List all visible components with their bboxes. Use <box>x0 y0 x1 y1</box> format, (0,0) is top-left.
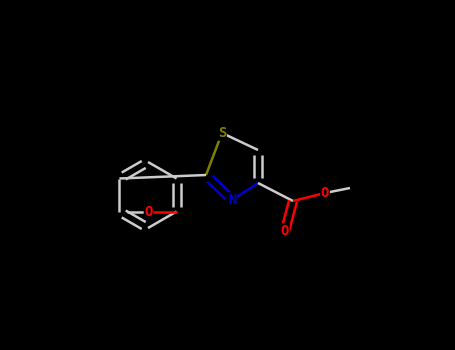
Text: O: O <box>281 224 289 238</box>
Text: O: O <box>321 186 329 200</box>
Text: S: S <box>218 126 226 140</box>
Text: N: N <box>228 193 236 207</box>
Text: O: O <box>144 204 153 218</box>
